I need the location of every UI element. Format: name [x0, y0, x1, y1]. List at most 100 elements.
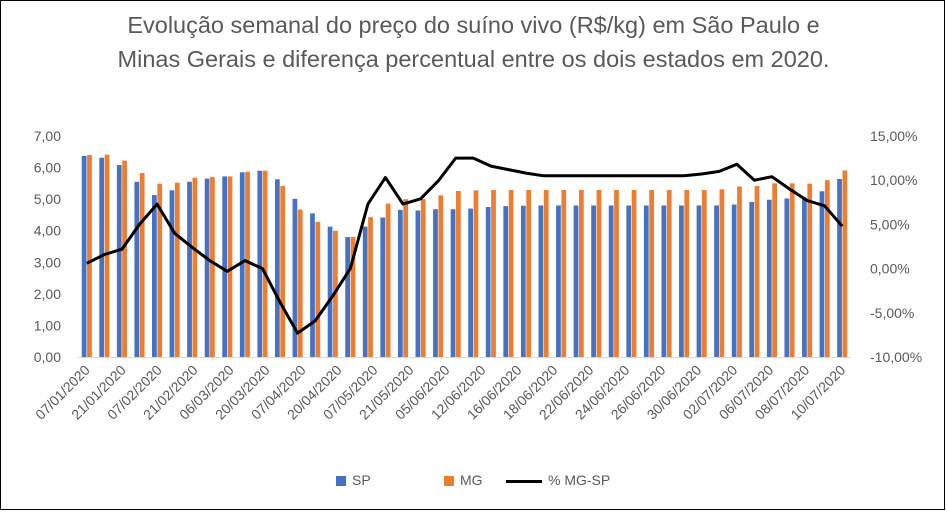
bar-mg [192, 177, 198, 357]
bar-mg [456, 190, 461, 357]
bar-mg [561, 189, 567, 357]
bar-mg [210, 177, 215, 357]
bar-sp [152, 195, 157, 357]
bar-sp [380, 217, 386, 357]
y-left-tick-label: 3,00 [34, 254, 61, 270]
chart-title: Evolução semanal do preço do suíno vivo … [117, 12, 830, 72]
bar-sp [802, 197, 807, 357]
bar-mg [666, 189, 672, 357]
bar-mg [104, 154, 110, 357]
bar-sp [310, 213, 315, 357]
bar-mg [772, 183, 777, 357]
bar-mg [614, 189, 619, 357]
bar-sp [362, 226, 368, 357]
bar-sp [837, 178, 842, 357]
bar-sp [292, 198, 298, 357]
bar-sp [608, 205, 614, 357]
bar-sp [257, 170, 263, 357]
legend-item-diff: % MG-SP [506, 472, 610, 488]
bar-sp [345, 237, 351, 357]
bar-mg [631, 189, 637, 357]
bar-sp [538, 205, 544, 357]
bar-sp [485, 207, 491, 357]
legend-swatch-mg [444, 476, 454, 487]
bar-sp [81, 155, 87, 357]
bar-sp [503, 206, 509, 357]
bar-sp [433, 209, 438, 357]
bar-mg [578, 189, 584, 357]
legend-item-mg: MG [444, 472, 483, 488]
bar-sp [222, 176, 228, 357]
bar-mg [701, 189, 707, 357]
bar-sp [749, 201, 755, 357]
chart-legend: SP MG % MG-SP [0, 470, 947, 494]
y-left-tick-label: 5,00 [34, 191, 61, 207]
bar-sp [520, 205, 526, 357]
y-left-tick-label: 2,00 [34, 286, 61, 302]
legend-label-mg: MG [460, 472, 483, 488]
legend-label-diff: % MG-SP [548, 472, 611, 488]
bar-mg [789, 183, 795, 357]
y-right-tick-label: 10,00% [870, 172, 917, 188]
bar-mg [596, 189, 602, 357]
bar-sp [714, 205, 719, 357]
bar-sp [591, 205, 596, 357]
legend-swatch-diff [506, 479, 542, 483]
bar-sp [661, 205, 667, 357]
y-left-tick-label: 7,00 [34, 128, 61, 144]
y-left-tick-label: 4,00 [34, 223, 61, 239]
bar-sp [643, 205, 649, 357]
bar-mg [473, 190, 479, 357]
bar-sp [187, 181, 192, 357]
bar-sp [696, 205, 702, 357]
line-mg-sp-diff [86, 156, 844, 335]
bar-sp [134, 181, 140, 357]
bar-mg [315, 221, 321, 357]
bar-sp [239, 172, 245, 357]
bar-mg [122, 160, 127, 357]
bar-mg [649, 189, 655, 357]
bar-mg [842, 170, 848, 357]
bar-mg [754, 185, 760, 357]
bar-sp [274, 179, 280, 357]
y-left-tick-label: 6,00 [34, 160, 61, 176]
legend-swatch-sp [336, 476, 346, 487]
y-right-tick-label: 0,00% [870, 261, 910, 277]
bar-mg [438, 195, 444, 357]
bar-mg [245, 171, 250, 357]
bar-mg [526, 189, 532, 357]
bar-mg [737, 186, 742, 357]
legend-label-sp: SP [352, 472, 371, 488]
bar-mg [403, 199, 409, 357]
bar-mg [157, 183, 163, 357]
y-left-tick-label: 0,00 [34, 349, 61, 365]
bar-mg [824, 180, 830, 357]
bar-mg [420, 199, 426, 357]
y-right-tick-label: -10,00% [870, 349, 922, 365]
bar-mg [350, 237, 356, 357]
bar-sp [450, 209, 456, 357]
bar-mg [139, 172, 145, 357]
bar-sp [819, 191, 825, 357]
bar-mg [491, 189, 496, 357]
bar-sp [679, 205, 684, 357]
y-right-tick-label: 15,00% [870, 128, 917, 144]
bar-mg [262, 170, 268, 357]
y-right-tick-label: 5,00% [870, 216, 910, 232]
bar-sp [784, 198, 790, 357]
bar-sp [116, 165, 122, 357]
legend-item-sp: SP [336, 472, 371, 488]
bar-sp [626, 205, 632, 357]
bar-mg [297, 209, 303, 357]
bar-sp [573, 205, 579, 357]
bar-sp [397, 209, 403, 357]
bar-sp [327, 226, 333, 357]
y-right-tick-label: -5,00% [870, 305, 914, 321]
bar-mg [227, 176, 233, 357]
bar-sp [169, 190, 175, 357]
bar-sp [468, 208, 473, 357]
bar-mg [543, 189, 549, 357]
bar-mg [385, 203, 391, 357]
bar-sp [204, 178, 210, 357]
